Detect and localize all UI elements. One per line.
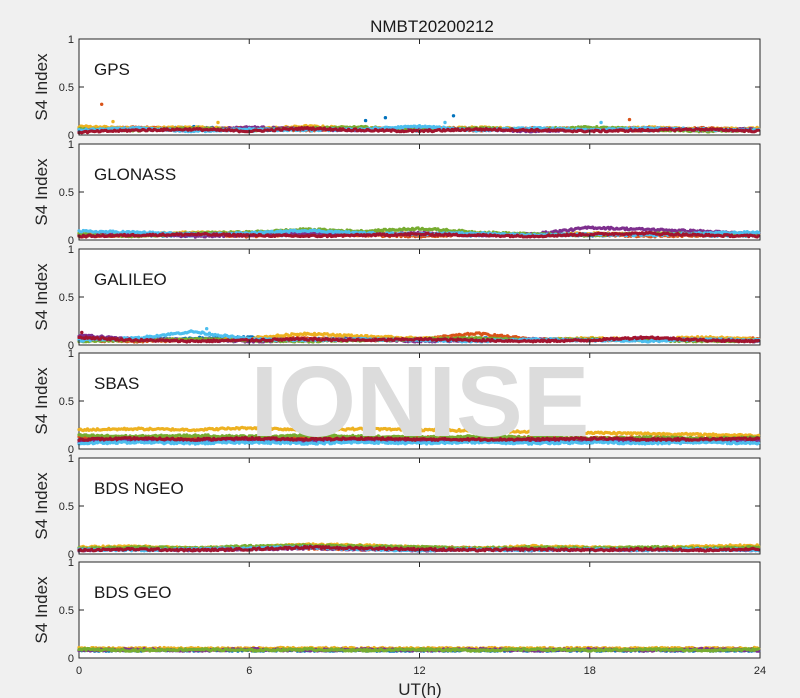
axes-box [78,143,761,241]
y-tick-label: 1 [68,34,74,46]
outlier-point [363,118,368,123]
y-tick-label: 0.5 [59,82,74,94]
axes-box [78,38,761,136]
y-axis-label: S4 Index [32,53,51,121]
outlier-point [443,120,447,125]
chart-title: NMBT20200212 [370,17,494,36]
panel-label: GPS [94,60,130,79]
outlier-point [383,116,388,120]
outlier-point [216,120,220,125]
outlier-point [100,102,104,107]
outlier-point [111,119,115,124]
outlier-point [627,117,632,122]
outlier-point [451,114,456,118]
outlier-point [599,120,603,125]
